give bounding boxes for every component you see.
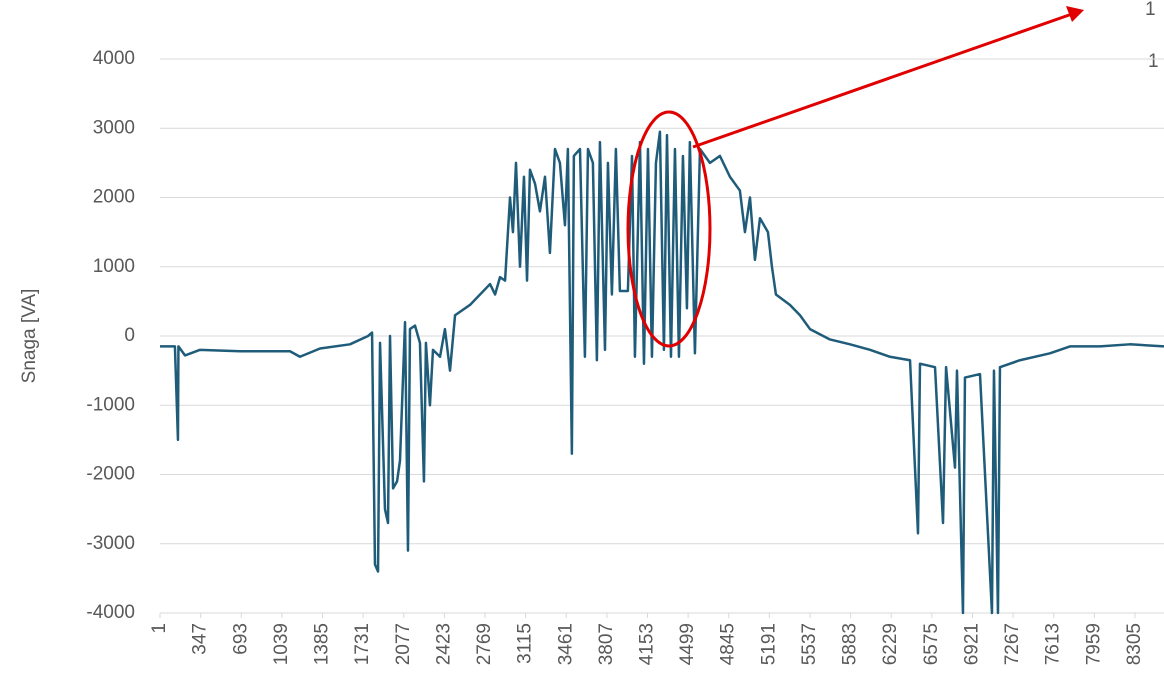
highlight-ellipse — [626, 110, 712, 348]
y-tick-label: -3000 — [86, 533, 135, 554]
x-tick-label: 7267 — [1002, 623, 1023, 665]
x-tick-label: 2077 — [393, 623, 414, 665]
x-tick-label: 1385 — [312, 623, 333, 665]
x-tick-label: 4499 — [677, 623, 698, 665]
x-tick-label: 3115 — [515, 623, 536, 664]
x-tick-label: 6921 — [961, 623, 982, 665]
x-tick-label: 1039 — [271, 623, 292, 665]
x-tick-label: 3461 — [555, 623, 576, 665]
y-tick-label: 0 — [124, 325, 135, 346]
y-tick-label: 3000 — [93, 117, 135, 138]
annotation: 1 — [1145, 0, 1156, 20]
y-axis-label: Snaga [VA] — [19, 289, 40, 384]
annotation: 1 — [1148, 51, 1159, 72]
x-tick-label: 5883 — [840, 623, 861, 665]
x-tick-label: 347 — [190, 623, 211, 655]
x-tick-label: 2769 — [474, 623, 495, 665]
y-tick-label: 1000 — [93, 256, 135, 277]
x-tick-label: 6229 — [880, 623, 901, 665]
x-tick-label: 1 — [149, 623, 170, 634]
y-tick-label: -2000 — [86, 464, 135, 485]
x-tick-label: 4845 — [718, 623, 739, 665]
y-tick-label: 4000 — [93, 48, 135, 69]
x-tick-label: 2423 — [433, 623, 454, 665]
arrow-line — [692, 12, 1073, 149]
x-tick-label: 5191 — [758, 623, 779, 665]
y-tick-label: 2000 — [93, 187, 135, 208]
y-tick-label: -4000 — [86, 602, 135, 623]
x-tick-label: 8305 — [1124, 623, 1145, 665]
x-tick-label: 693 — [230, 623, 251, 655]
data-line — [160, 130, 1164, 615]
x-tick-label: 5537 — [799, 623, 820, 665]
x-tick-label: 7959 — [1083, 623, 1104, 665]
x-tick-label: 4153 — [637, 623, 658, 665]
x-tick-label: 3807 — [596, 623, 617, 665]
arrow-head — [1066, 6, 1084, 22]
x-tick-label: 1731 — [352, 623, 373, 665]
x-tick-label: 6575 — [921, 623, 942, 665]
x-tick-label: 7613 — [1043, 623, 1064, 665]
y-tick-label: -1000 — [86, 394, 135, 415]
